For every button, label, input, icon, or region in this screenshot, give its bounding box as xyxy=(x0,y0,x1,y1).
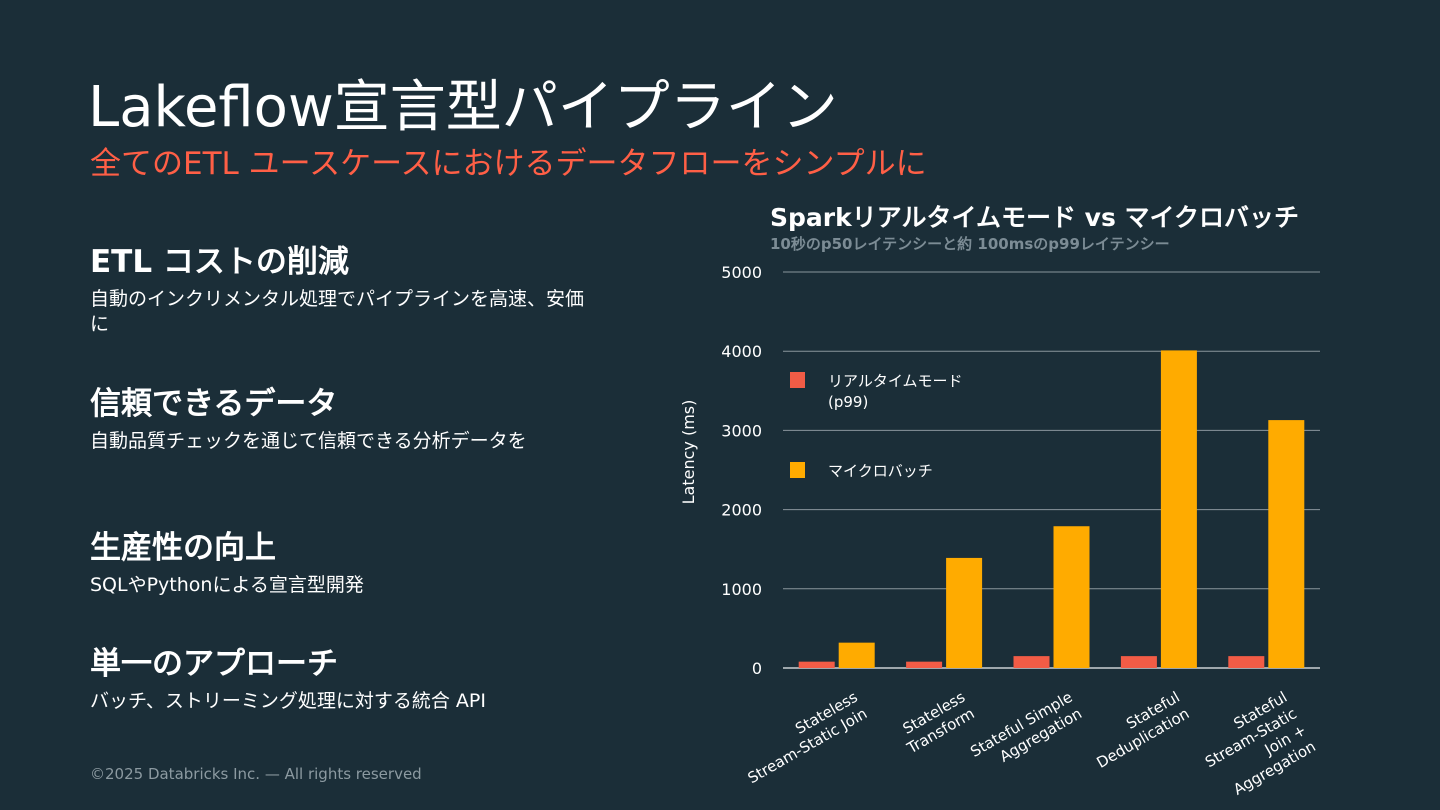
x-tick-label: StatelessStream-Static Join xyxy=(735,688,870,787)
bar-realtime xyxy=(1228,656,1265,668)
feature-body: SQLやPythonによる宣言型開発 xyxy=(90,574,364,596)
feature-reliable-data: 信頼できるデータ 自動品質チェックを通じて信頼できる分析データを xyxy=(90,378,590,454)
slide-title: Lakeflow宣言型パイプライン xyxy=(88,75,838,140)
feature-heading: 信頼できるデータ xyxy=(90,386,338,422)
bar-microbatch xyxy=(1160,350,1197,668)
slide-subtitle: 全てのETL ユースケースにおけるデータフローをシンプルに xyxy=(90,146,927,182)
legend-label: マイクロバッチ xyxy=(828,462,933,480)
feature-cost-reduction: ETL コストの削減 自動のインクリメンタル処理でパイプラインを高速、安価に xyxy=(90,236,590,337)
y-tick-label: 0 xyxy=(752,659,762,678)
x-tick-label: StatefulDeduplication xyxy=(1084,688,1192,772)
bar-realtime xyxy=(1013,656,1050,668)
feature-body: バッチ、ストリーミング処理に対する統合 API xyxy=(90,690,486,712)
y-tick-label: 3000 xyxy=(721,421,762,440)
copyright-footer: ©2025 Databricks Inc. — All rights reser… xyxy=(90,765,422,783)
chart-title: Sparkリアルタイムモード vs マイクロバッチ xyxy=(770,203,1300,232)
legend-label: リアルタイムモード(p99) xyxy=(828,372,963,411)
feature-heading: 単一のアプローチ xyxy=(90,646,338,682)
x-tick-label: StatefulStream-StaticJoin +Aggregation xyxy=(1192,688,1318,804)
legend-swatch xyxy=(790,462,805,478)
feature-unified-approach: 単一のアプローチ バッチ、ストリーミング処理に対する統合 API xyxy=(90,638,590,714)
bar-realtime xyxy=(1120,656,1157,668)
y-tick-label: 5000 xyxy=(721,263,762,282)
bar-microbatch xyxy=(1268,420,1305,668)
feature-body: 自動のインクリメンタル処理でパイプラインを高速、安価に xyxy=(90,288,585,335)
bar-microbatch xyxy=(946,557,983,668)
y-axis-label: Latency (ms) xyxy=(679,400,698,505)
bar-microbatch xyxy=(838,642,875,668)
legend-swatch xyxy=(790,372,805,388)
feature-heading: ETL コストの削減 xyxy=(90,244,349,280)
y-tick-label: 1000 xyxy=(721,580,762,599)
chart-subtitle: 10秒のp50レイテンシーと約 100msのp99レイテンシー xyxy=(770,235,1170,253)
feature-heading: 生産性の向上 xyxy=(90,530,276,566)
x-tick-label: StatelessTransform xyxy=(894,688,978,758)
bar-realtime xyxy=(798,661,835,668)
bar-microbatch xyxy=(1053,526,1090,668)
x-tick-label: Stateful SimpleAggregation xyxy=(967,688,1085,777)
bar-realtime xyxy=(906,661,943,668)
feature-productivity: 生産性の向上 SQLやPythonによる宣言型開発 xyxy=(90,522,590,598)
y-tick-label: 2000 xyxy=(721,501,762,520)
y-tick-label: 4000 xyxy=(721,342,762,361)
feature-body: 自動品質チェックを通じて信頼できる分析データを xyxy=(90,430,527,452)
